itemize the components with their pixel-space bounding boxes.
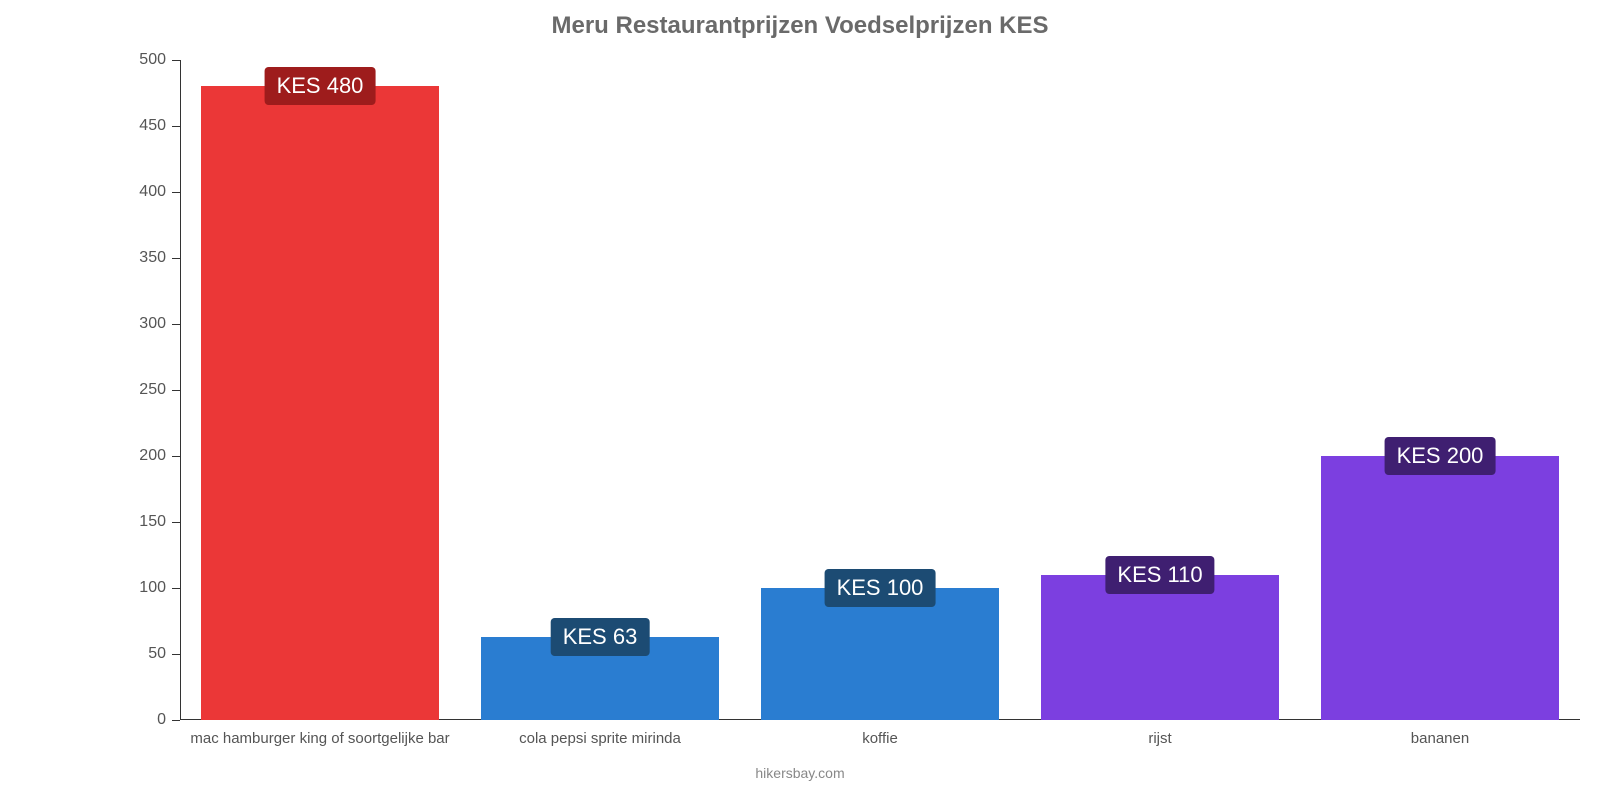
x-category-label: cola pepsi sprite mirinda [519, 720, 681, 747]
plot-area: 050100150200250300350400450500KES 480mac… [180, 60, 1580, 720]
bar [201, 86, 439, 720]
y-tick-mark [172, 60, 180, 61]
x-category-label: mac hamburger king of soortgelijke bar [190, 720, 449, 747]
y-tick-mark [172, 390, 180, 391]
bar-value-label: KES 63 [551, 618, 650, 656]
y-tick: 400 [139, 183, 180, 201]
y-tick: 100 [139, 579, 180, 597]
y-tick-label: 100 [139, 579, 172, 597]
y-tick: 200 [139, 447, 180, 465]
price-bar-chart: Meru Restaurantprijzen Voedselprijzen KE… [0, 0, 1600, 800]
y-tick-mark [172, 588, 180, 589]
y-tick-label: 450 [139, 117, 172, 135]
y-tick-label: 0 [157, 711, 172, 729]
bar-value-label: KES 110 [1105, 556, 1214, 594]
y-tick: 450 [139, 117, 180, 135]
x-category-label: koffie [862, 720, 898, 747]
y-tick: 350 [139, 249, 180, 267]
y-tick-mark [172, 522, 180, 523]
y-tick-label: 150 [139, 513, 172, 531]
x-category-label: bananen [1411, 720, 1469, 747]
chart-title: Meru Restaurantprijzen Voedselprijzen KE… [0, 12, 1600, 40]
y-tick-mark [172, 192, 180, 193]
bar [1041, 575, 1279, 720]
y-tick-label: 350 [139, 249, 172, 267]
y-tick-mark [172, 258, 180, 259]
bar [1321, 456, 1559, 720]
y-tick-mark [172, 654, 180, 655]
y-tick-label: 200 [139, 447, 172, 465]
x-category-label: rijst [1148, 720, 1171, 747]
y-tick: 150 [139, 513, 180, 531]
y-tick: 50 [148, 645, 180, 663]
y-tick-label: 50 [148, 645, 172, 663]
y-tick: 250 [139, 381, 180, 399]
y-tick: 300 [139, 315, 180, 333]
y-tick-label: 400 [139, 183, 172, 201]
y-tick-mark [172, 456, 180, 457]
y-tick-label: 250 [139, 381, 172, 399]
y-tick: 500 [139, 51, 180, 69]
bar [761, 588, 999, 720]
y-tick-mark [172, 720, 180, 721]
y-tick-mark [172, 324, 180, 325]
y-axis-line [180, 60, 181, 720]
bar-value-label: KES 200 [1385, 437, 1496, 475]
bar-value-label: KES 480 [265, 67, 376, 105]
y-tick-label: 300 [139, 315, 172, 333]
y-tick: 0 [157, 711, 180, 729]
y-tick-label: 500 [139, 51, 172, 69]
bar-value-label: KES 100 [825, 569, 936, 607]
attribution-text: hikersbay.com [0, 765, 1600, 781]
y-tick-mark [172, 126, 180, 127]
